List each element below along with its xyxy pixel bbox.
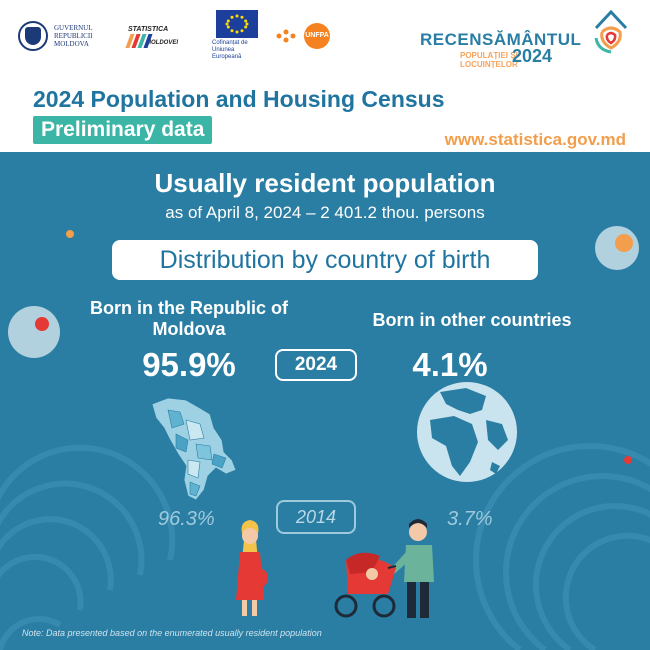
government-logo: GUVERNUL REPUBLICII MOLDOVA xyxy=(18,20,114,51)
year-2014-badge: 2014 xyxy=(276,500,356,534)
born-other-label: Born in other countries xyxy=(372,310,572,330)
preliminary-badge: Preliminary data xyxy=(33,116,213,144)
census-logo-subtitle-line2: LOCUINȚELOR xyxy=(460,60,518,69)
census-logo-title: RECENSĂMÂNTUL xyxy=(420,30,582,49)
statistics-logo: STATISTICA MOLDOVEI xyxy=(125,25,198,48)
unfpa-logo: UNFPA xyxy=(276,22,330,49)
pregnant-woman-icon xyxy=(236,520,268,616)
globe-icon xyxy=(417,382,517,482)
man-with-stroller-icon xyxy=(334,519,434,618)
eu-logo-text: Cofinanțat de Uniunea Europeană xyxy=(212,40,248,60)
government-logo-text: GUVERNUL REPUBLICII MOLDOVA xyxy=(54,23,93,48)
census-logo: RECENSĂMÂNTUL POPULAȚIEI ȘI LOCUINȚELOR … xyxy=(420,8,630,69)
partner-logos: GUVERNUL REPUBLICII MOLDOVA STATISTICA M… xyxy=(18,10,330,61)
government-seal-icon xyxy=(18,20,48,51)
unfpa-dots-icon xyxy=(276,29,296,42)
main-title: Usually resident population xyxy=(154,168,496,198)
statistics-logo-bars-icon xyxy=(125,33,153,48)
born-moldova-value-2014: 96.3% xyxy=(158,508,215,530)
distribution-label: Distribution by country of birth xyxy=(112,240,538,280)
born-other-value-2014: 3.7% xyxy=(447,508,493,530)
moldova-map-icon xyxy=(151,397,237,501)
census-logo-year: 2024 xyxy=(512,46,553,66)
header: GUVERNUL REPUBLICII MOLDOVA STATISTICA M… xyxy=(0,0,650,152)
footnote: Note: Data presented based on the enumer… xyxy=(22,628,322,638)
statistics-logo-top: STATISTICA xyxy=(128,25,169,33)
main-subtitle: as of April 8, 2024 – 2 401.2 thou. pers… xyxy=(165,203,485,222)
born-other-value-2024: 4.1% xyxy=(412,346,488,383)
born-moldova-value-2024: 95.9% xyxy=(142,346,236,383)
census-title: 2024 Population and Housing Census xyxy=(33,86,445,112)
census-house-icon xyxy=(594,9,628,54)
unfpa-logo-text: UNFPA xyxy=(304,22,330,49)
year-2024-badge: 2024 xyxy=(275,349,357,381)
eu-flag-icon xyxy=(216,10,258,38)
statistics-logo-bottom: MOLDOVEI xyxy=(146,39,179,46)
website-link[interactable]: www.statistica.gov.md xyxy=(444,130,626,149)
eu-logo: Cofinanțat de Uniunea Europeană xyxy=(212,10,262,61)
census-logo-subtitle: POPULAȚIEI ȘI LOCUINȚELOR xyxy=(460,51,518,69)
census-logo-subtitle-line1: POPULAȚIEI ȘI xyxy=(460,51,518,60)
born-moldova-label: Born in the Republic of Moldova xyxy=(90,298,288,339)
